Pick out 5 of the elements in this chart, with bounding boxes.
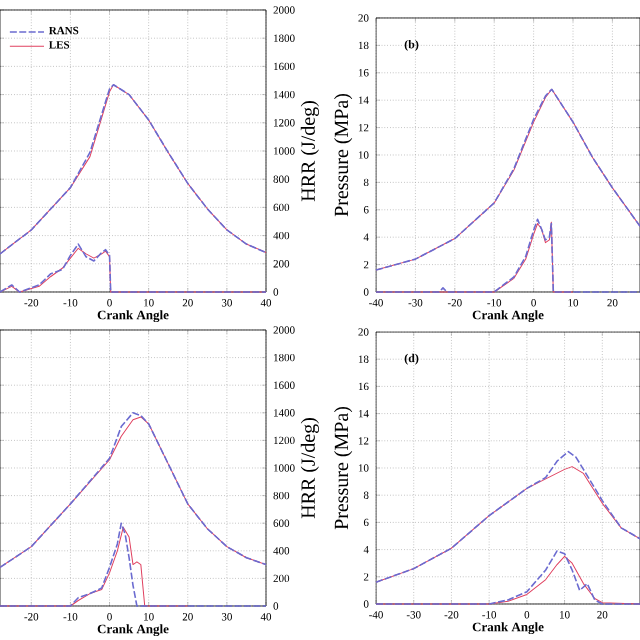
line-series — [375, 88, 640, 271]
y2-axis-title: HRR (J/deg) — [300, 418, 320, 519]
y2-axis-title: HRR (J/deg) — [300, 101, 320, 202]
y-axis-title: Pressure (MPa) — [334, 406, 353, 530]
y-axis-title: Pressure (MPa) — [334, 93, 353, 217]
